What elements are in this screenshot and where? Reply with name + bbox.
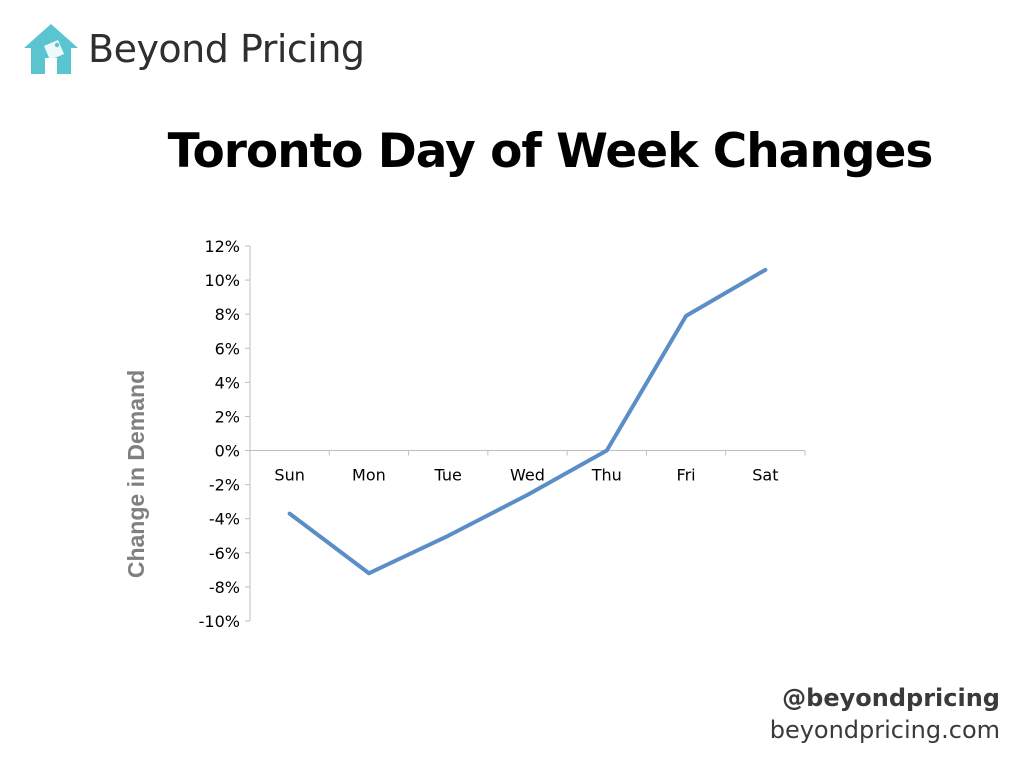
x-tick-label: Sat — [752, 466, 778, 485]
y-tick-label: -10% — [199, 612, 240, 631]
y-tick-label: -6% — [209, 544, 240, 563]
brand-logo: Beyond Pricing — [22, 22, 365, 76]
social-handle: @beyondpricing — [782, 684, 1000, 712]
y-tick-label: -8% — [209, 578, 240, 597]
y-axis-label: Change in Demand — [123, 370, 149, 578]
y-tick-label: -4% — [209, 510, 240, 529]
chart-title: Toronto Day of Week Changes — [167, 124, 934, 179]
y-tick-label: -2% — [209, 476, 240, 495]
y-tick-label: 8% — [215, 305, 240, 324]
website-link[interactable]: beyondpricing.com — [769, 716, 1000, 744]
y-tick-label: 4% — [215, 373, 240, 392]
y-tick-label: 12% — [204, 237, 240, 256]
x-tick-label: Tue — [434, 466, 462, 485]
x-tick-label: Mon — [352, 466, 386, 485]
series-line — [287, 267, 768, 576]
y-tick-label: 10% — [204, 271, 240, 290]
y-tick-label: 0% — [215, 442, 240, 461]
x-tick-label: Fri — [677, 466, 696, 485]
y-tick-label: 6% — [215, 339, 240, 358]
x-tick-label: Wed — [510, 466, 545, 485]
x-tick-label: Thu — [591, 466, 622, 485]
footer: @beyondpricing beyondpricing.com — [770, 682, 1000, 746]
x-tick-label: Sun — [274, 466, 304, 485]
house-tag-icon — [24, 24, 78, 74]
y-tick-label: 2% — [215, 407, 240, 426]
brand-name: Beyond Pricing — [88, 27, 365, 71]
